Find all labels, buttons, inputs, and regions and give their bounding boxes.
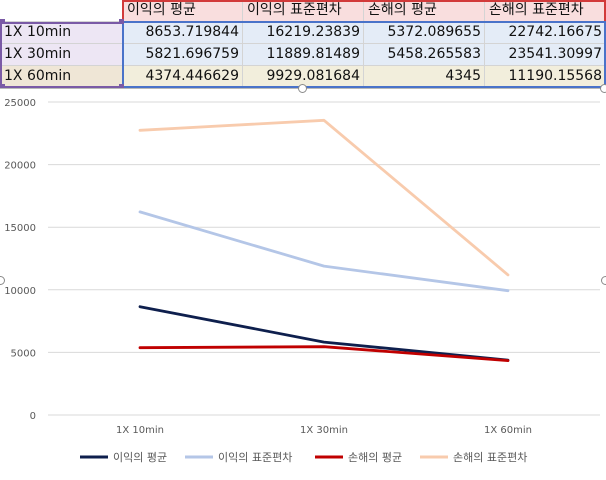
chart-canvas: 0 5000 10000 15000 20000 25000 1X 10min 1X 30m… bbox=[4, 98, 600, 464]
series-line[interactable] bbox=[138, 118, 510, 277]
value-cell[interactable]: 4345 bbox=[364, 66, 485, 88]
legend-label: 이익의 평균 bbox=[113, 451, 167, 464]
y-tick-label: 5000 bbox=[11, 348, 36, 359]
column-header-cell[interactable]: 손해의 평균 bbox=[364, 0, 485, 22]
value-cell[interactable]: 23541.30997 bbox=[485, 44, 606, 66]
value-cell[interactable]: 16219.23839 bbox=[243, 22, 364, 44]
legend-entry[interactable]: 이익의 표준편차 bbox=[185, 451, 292, 464]
y-tick-label: 0 bbox=[30, 411, 36, 422]
y-axis-tick-labels: 0 5000 10000 15000 20000 25000 bbox=[4, 98, 36, 422]
value-cell[interactable]: 4374.446629 bbox=[123, 66, 243, 88]
value-cell[interactable]: 11190.15568 bbox=[485, 66, 606, 88]
legend-label: 손해의 표준편차 bbox=[453, 450, 527, 464]
column-header-cell[interactable]: 이익의 표준편차 bbox=[243, 0, 364, 22]
row-label-cell[interactable]: 1X 30min bbox=[0, 44, 123, 66]
y-tick-label: 20000 bbox=[4, 161, 36, 172]
legend-label: 손해의 평균 bbox=[348, 450, 402, 464]
legend-entry[interactable]: 손해의 표준편차 bbox=[420, 450, 527, 464]
range-selection-handle[interactable] bbox=[0, 84, 5, 89]
range-selection-handle[interactable] bbox=[119, 19, 124, 24]
x-tick-label: 1X 60min bbox=[484, 425, 532, 436]
chart-series-lines bbox=[138, 118, 510, 363]
value-cell[interactable]: 11889.81489 bbox=[243, 44, 364, 66]
row-label-cell[interactable]: 1X 60min bbox=[0, 66, 123, 88]
value-cell[interactable]: 22742.16675 bbox=[485, 22, 606, 44]
value-cell[interactable]: 5458.265583 bbox=[364, 44, 485, 66]
y-tick-label: 10000 bbox=[4, 286, 36, 297]
chart-legend[interactable]: 이익의 평균 이익의 표준편차 손해의 평균 손해의 표준편차 bbox=[80, 450, 527, 464]
y-tick-label: 25000 bbox=[4, 98, 36, 109]
series-line[interactable] bbox=[138, 305, 510, 362]
series-line[interactable] bbox=[138, 345, 510, 363]
chart-gridlines bbox=[48, 101, 600, 416]
y-tick-label: 15000 bbox=[4, 223, 36, 234]
chart-resize-handle-top-middle[interactable] bbox=[298, 84, 307, 93]
legend-entry[interactable]: 손해의 평균 bbox=[315, 450, 402, 464]
value-cell[interactable]: 5372.089655 bbox=[364, 22, 485, 44]
spreadsheet-range: 이익의 평균 이익의 표준편차 손해의 평균 손해의 표준편차 1X 10min 8653… bbox=[0, 0, 606, 89]
empty-corner-cell[interactable] bbox=[0, 0, 123, 22]
chart-resize-handle-top-right[interactable] bbox=[600, 84, 606, 93]
x-tick-label: 1X 30min bbox=[300, 425, 348, 436]
legend-label: 이익의 표준편차 bbox=[218, 451, 292, 464]
range-selection-handle[interactable] bbox=[0, 19, 5, 24]
x-tick-label: 1X 10min bbox=[116, 425, 164, 436]
x-axis-tick-labels: 1X 10min 1X 30min 1X 60min bbox=[116, 425, 532, 436]
legend-entry[interactable]: 이익의 평균 bbox=[80, 451, 167, 464]
column-header-cell[interactable]: 손해의 표준편차 bbox=[485, 0, 606, 22]
chart-resize-handle-middle-right[interactable] bbox=[601, 276, 606, 285]
range-selection-handle[interactable] bbox=[119, 84, 124, 89]
value-cell[interactable]: 8653.719844 bbox=[123, 22, 243, 44]
chart-resize-handle-middle-left[interactable] bbox=[0, 276, 5, 285]
line-chart[interactable]: 0 5000 10000 15000 20000 25000 1X 10min 1X 30m… bbox=[0, 84, 606, 475]
row-label-cell[interactable]: 1X 10min bbox=[0, 22, 123, 44]
column-header-cell[interactable]: 이익의 평균 bbox=[123, 0, 243, 22]
series-line[interactable] bbox=[138, 210, 510, 293]
value-cell[interactable]: 5821.696759 bbox=[123, 44, 243, 66]
